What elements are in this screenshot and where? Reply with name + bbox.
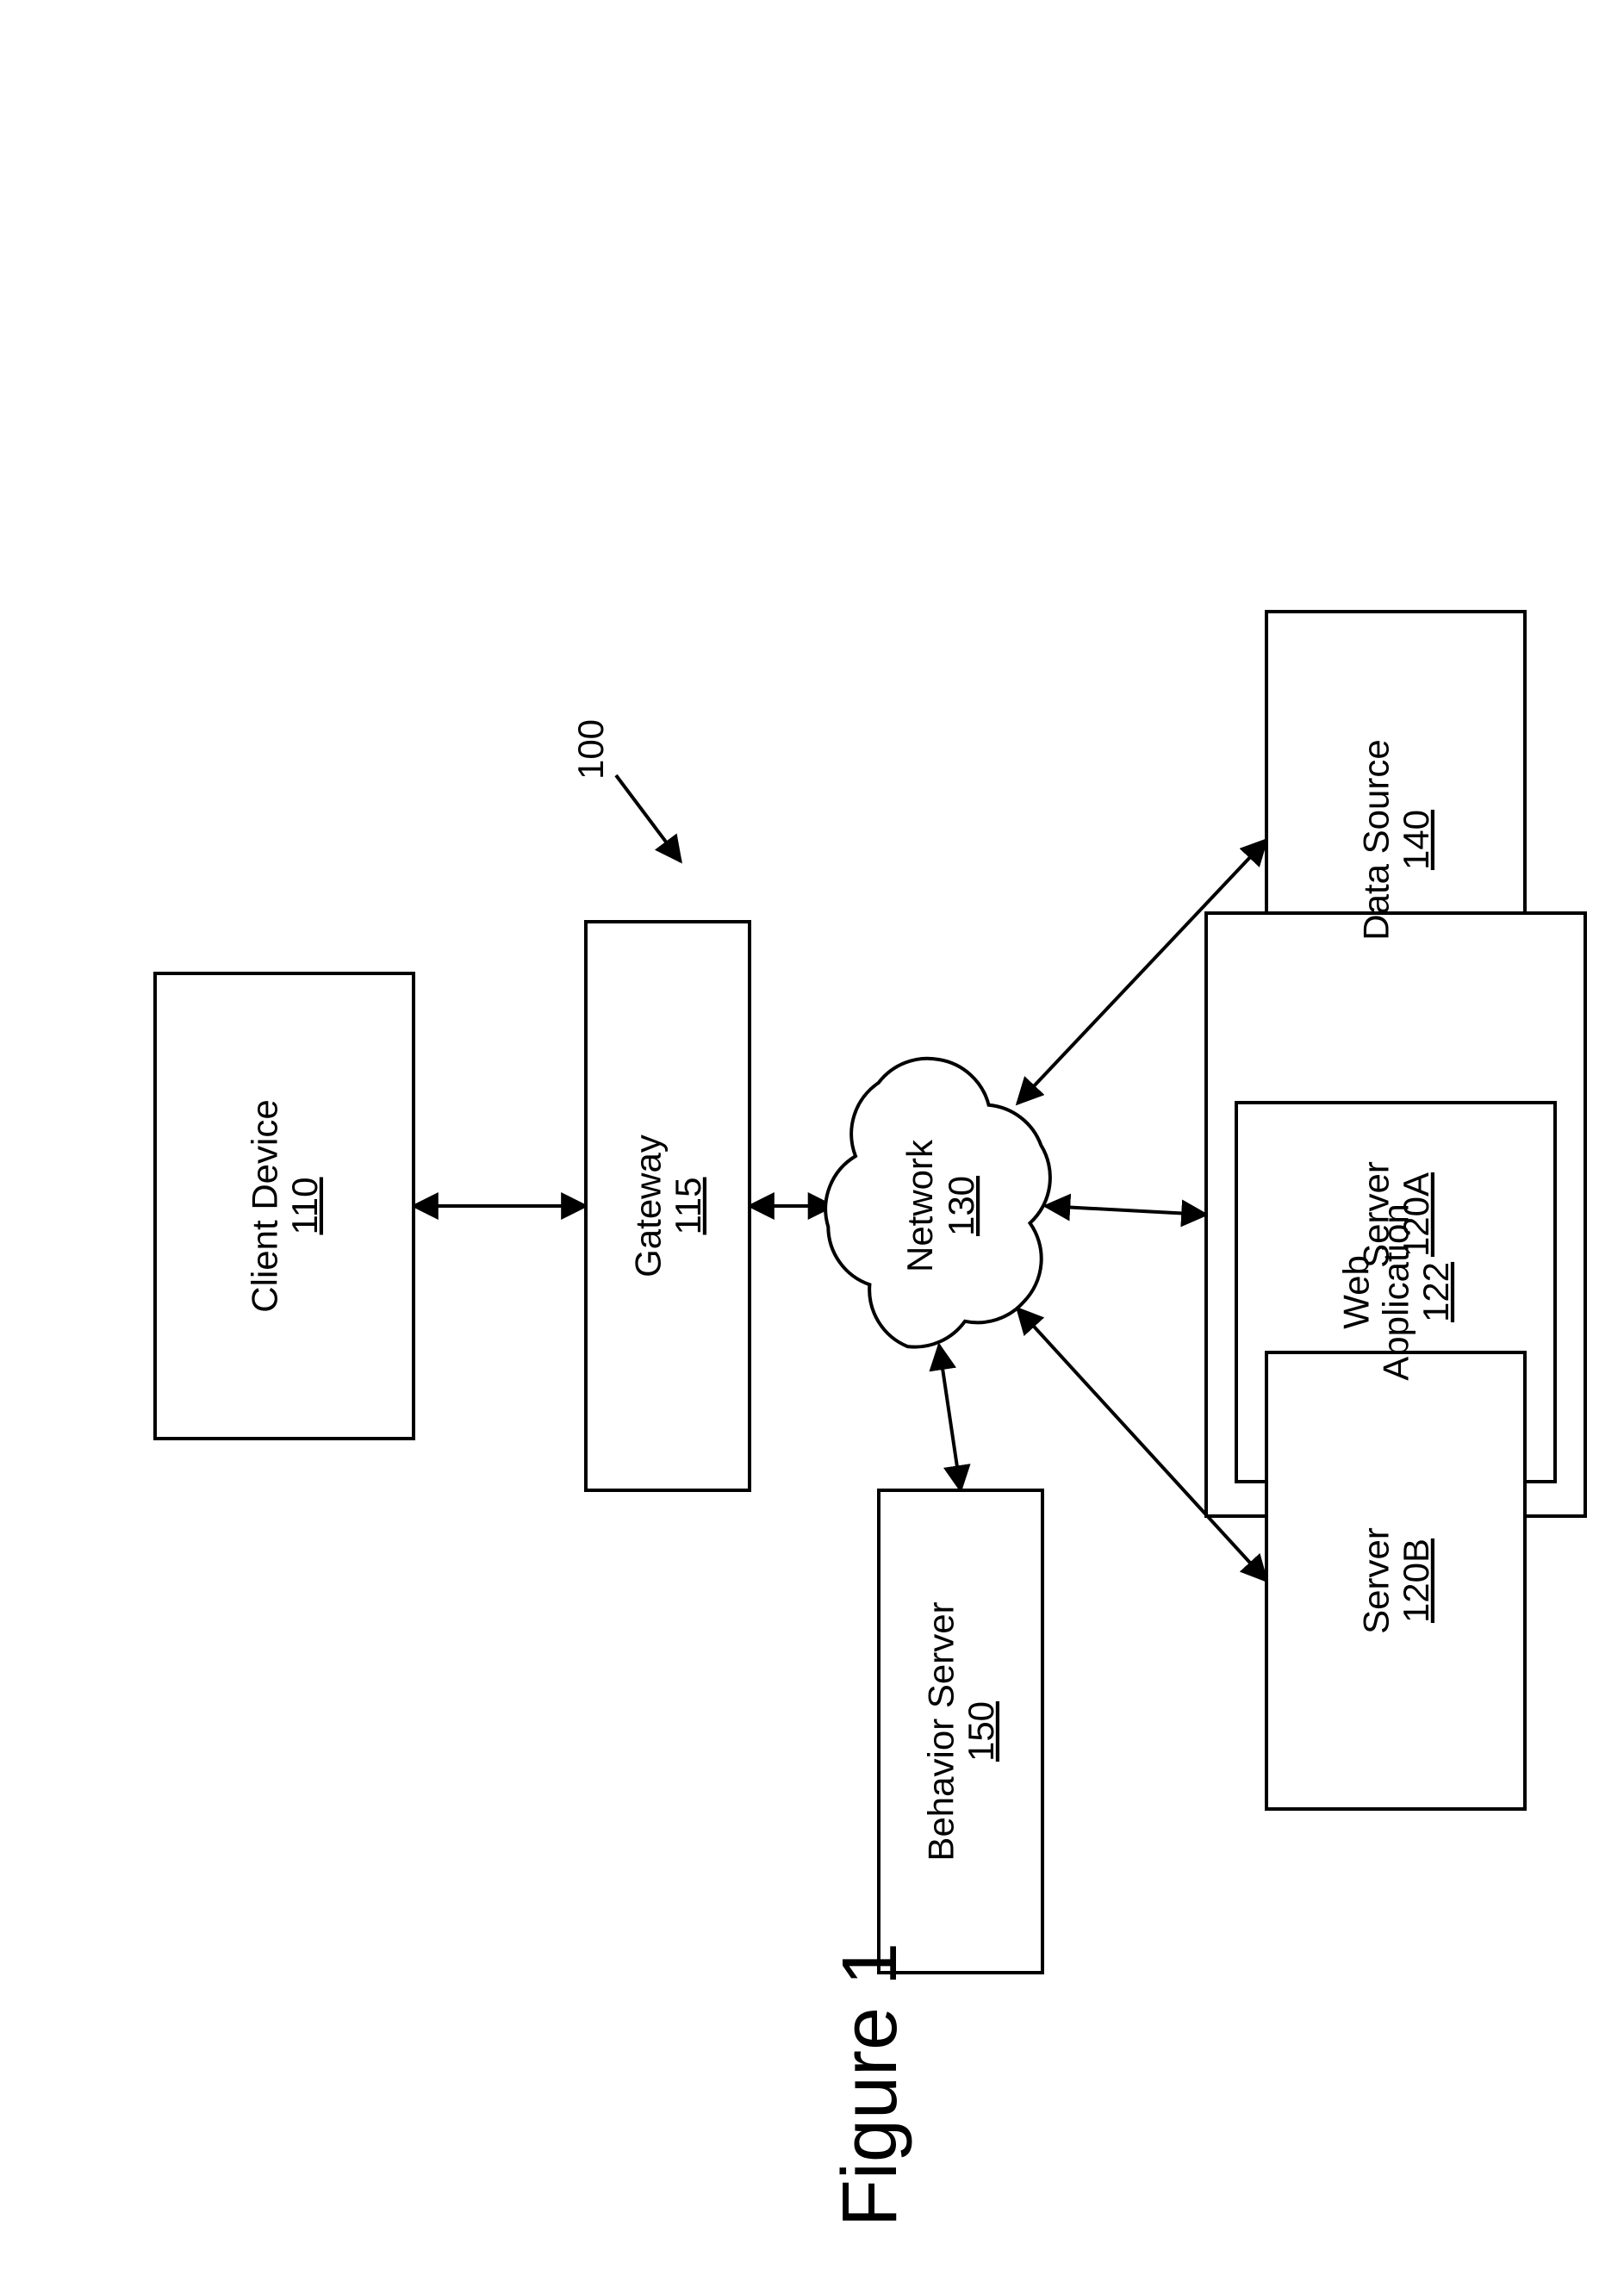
client_device-id: 110 xyxy=(284,1178,325,1235)
gateway-label-line-0: Gateway xyxy=(628,1134,669,1277)
figure-title: Figure 1 xyxy=(827,1943,913,2227)
web_app-id: 122 xyxy=(1416,1262,1456,1322)
figure-ref-group: 100 xyxy=(570,719,611,780)
server_b-label-group: Server120B xyxy=(1356,1527,1436,1634)
network-label: Network xyxy=(899,1139,940,1272)
server_b-id: 120B xyxy=(1396,1539,1436,1623)
behavior-label-line-0: Behavior Server xyxy=(921,1601,961,1861)
edge-network-server-a xyxy=(1046,1206,1207,1215)
data_source-id: 140 xyxy=(1396,810,1436,870)
network-id: 130 xyxy=(941,1176,981,1236)
behavior-id: 150 xyxy=(961,1701,1001,1762)
server_b-label-line-0: Server xyxy=(1356,1527,1397,1634)
data_source-label-line-0: Data Source xyxy=(1356,739,1397,940)
web_app-label-line-0: Web xyxy=(1336,1255,1377,1329)
edge-network-behavior xyxy=(939,1346,961,1491)
web_app-label-line-1: Application xyxy=(1376,1203,1416,1380)
gateway-id: 115 xyxy=(668,1178,708,1235)
figure-title-group: Figure 1 xyxy=(827,1943,913,2227)
figure-ref-label: 100 xyxy=(570,719,611,780)
figure-ref-arrow xyxy=(616,775,681,861)
client_device-label-line-0: Client Device xyxy=(245,1099,285,1312)
